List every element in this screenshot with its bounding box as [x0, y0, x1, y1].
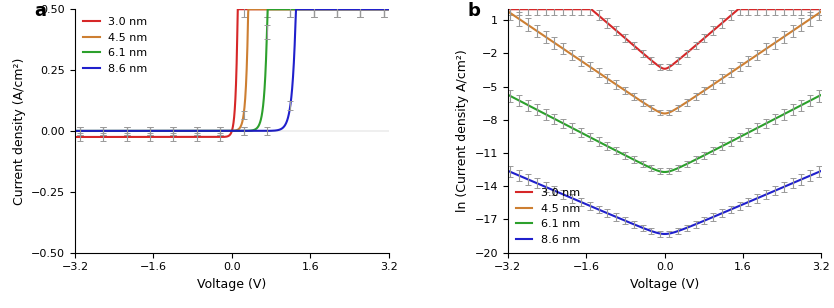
Line: 4.5 nm: 4.5 nm [508, 11, 821, 113]
6.1 nm [190, 129, 200, 133]
8.6 nm [106, 129, 116, 133]
4.5 nm [204, 129, 214, 133]
4.5 nm [660, 111, 670, 115]
3.0 nm [816, 7, 826, 11]
8.6 nm [816, 169, 826, 173]
Legend: 3.0 nm, 4.5 nm, 6.1 nm, 8.6 nm: 3.0 nm, 4.5 nm, 6.1 nm, 8.6 nm [514, 186, 583, 247]
4.5 nm [503, 10, 513, 13]
6.1 nm [124, 129, 134, 133]
3.0 nm [233, 7, 243, 11]
4.5 nm [636, 100, 646, 103]
3.0 nm [503, 7, 513, 11]
6.1 nm [816, 93, 826, 97]
6.1 nm [636, 162, 646, 165]
6.1 nm [106, 129, 116, 133]
8.6 nm [204, 129, 214, 133]
3.0 nm [660, 67, 670, 71]
X-axis label: Voltage (V): Voltage (V) [630, 278, 699, 291]
Line: 6.1 nm: 6.1 nm [75, 9, 389, 131]
8.6 nm [557, 192, 567, 196]
Line: 3.0 nm: 3.0 nm [75, 9, 389, 137]
6.1 nm [811, 96, 821, 100]
4.5 nm [244, 7, 254, 11]
3.0 nm [204, 135, 214, 139]
3.0 nm [776, 7, 786, 11]
6.1 nm [263, 7, 273, 11]
8.6 nm [70, 129, 80, 133]
8.6 nm [623, 220, 633, 224]
Line: 6.1 nm: 6.1 nm [508, 95, 821, 172]
Line: 4.5 nm: 4.5 nm [75, 9, 389, 131]
6.1 nm [539, 111, 549, 115]
3.0 nm [539, 7, 549, 11]
6.1 nm [70, 129, 80, 133]
Line: 3.0 nm: 3.0 nm [508, 9, 821, 69]
Line: 8.6 nm: 8.6 nm [75, 9, 389, 131]
Legend: 3.0 nm, 4.5 nm, 6.1 nm, 8.6 nm: 3.0 nm, 4.5 nm, 6.1 nm, 8.6 nm [81, 15, 150, 76]
Text: b: b [467, 2, 480, 20]
8.6 nm [539, 184, 549, 188]
4.5 nm [816, 10, 826, 13]
4.5 nm [776, 36, 786, 40]
Y-axis label: Current density (A/cm²): Current density (A/cm²) [13, 57, 26, 205]
8.6 nm [378, 7, 388, 11]
4.5 nm [106, 129, 116, 133]
8.6 nm [503, 169, 513, 173]
3.0 nm [636, 51, 646, 54]
X-axis label: Voltage (V): Voltage (V) [198, 278, 267, 291]
3.0 nm [557, 7, 567, 11]
8.6 nm [291, 7, 301, 11]
6.1 nm [557, 121, 567, 125]
6.1 nm [623, 155, 633, 159]
3.0 nm [190, 135, 200, 139]
6.1 nm [660, 170, 670, 174]
6.1 nm [776, 114, 786, 117]
8.6 nm [776, 186, 786, 190]
8.6 nm [636, 226, 646, 229]
Line: 8.6 nm: 8.6 nm [508, 171, 821, 234]
3.0 nm [106, 135, 116, 139]
3.0 nm [811, 7, 821, 11]
6.1 nm [204, 129, 214, 133]
8.6 nm [124, 129, 134, 133]
4.5 nm [384, 7, 394, 11]
6.1 nm [378, 7, 388, 11]
4.5 nm [344, 7, 354, 11]
6.1 nm [344, 7, 354, 11]
8.6 nm [811, 172, 821, 175]
4.5 nm [190, 129, 200, 133]
8.6 nm [344, 7, 354, 11]
3.0 nm [623, 39, 633, 43]
Y-axis label: ln (Current density A/cm²): ln (Current density A/cm²) [456, 50, 469, 212]
8.6 nm [384, 7, 394, 11]
3.0 nm [344, 7, 354, 11]
Text: a: a [34, 2, 47, 20]
3.0 nm [124, 135, 134, 139]
4.5 nm [811, 14, 821, 17]
4.5 nm [70, 129, 80, 133]
4.5 nm [623, 91, 633, 94]
3.0 nm [378, 7, 388, 11]
6.1 nm [384, 7, 394, 11]
8.6 nm [660, 232, 670, 236]
4.5 nm [378, 7, 388, 11]
4.5 nm [557, 46, 567, 50]
8.6 nm [190, 129, 200, 133]
4.5 nm [539, 34, 549, 37]
6.1 nm [503, 93, 513, 97]
3.0 nm [384, 7, 394, 11]
4.5 nm [124, 129, 134, 133]
3.0 nm [70, 135, 80, 139]
